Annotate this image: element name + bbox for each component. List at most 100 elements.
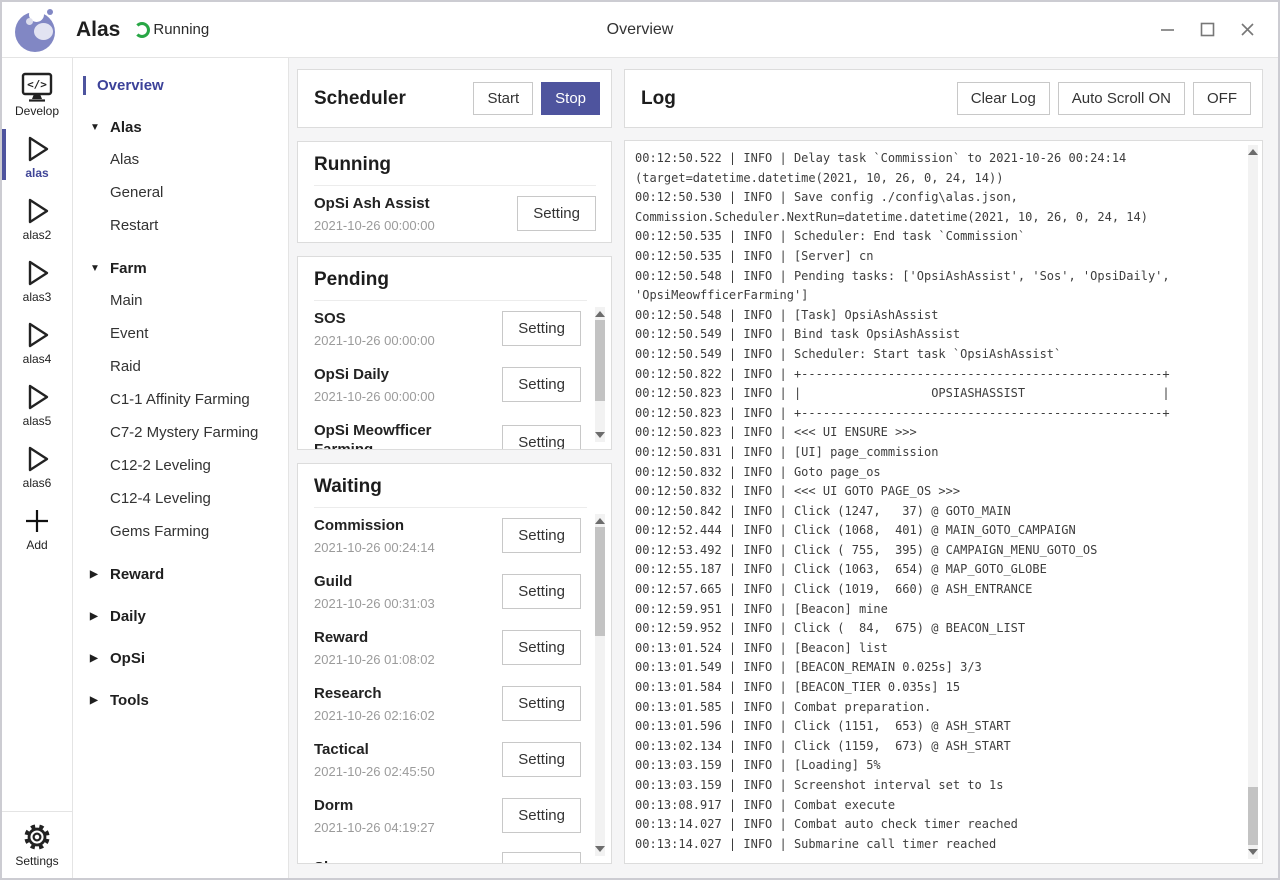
scroll-down-icon[interactable] (595, 432, 605, 438)
task-name: Reward (314, 629, 369, 646)
nav-item-gems-farming[interactable]: Gems Farming (73, 515, 288, 548)
nav-item-raid[interactable]: Raid (73, 350, 288, 383)
close-button[interactable] (1232, 15, 1262, 45)
nav-item-tools[interactable]: ▶ Tools (73, 685, 288, 716)
minimize-button[interactable] (1152, 15, 1182, 45)
waiting-scrollbar[interactable] (595, 514, 605, 856)
auto-scroll-on-button[interactable]: Auto Scroll ON (1057, 82, 1185, 115)
task-info: Dorm 2021-10-26 04:19:27 (314, 796, 502, 835)
setting-button[interactable]: Setting (502, 798, 581, 833)
app-title: Alas (76, 17, 121, 41)
sidebar-item-label: alas2 (22, 228, 52, 242)
nav-item-restart[interactable]: Restart (73, 209, 288, 242)
triangle-right-icon: ▶ (90, 611, 98, 622)
task-name: OpSi Daily (314, 366, 390, 383)
nav-item-label: Event (110, 325, 149, 342)
nav-item-c7-2-mystery-farming[interactable]: C7-2 Mystery Farming (73, 416, 288, 449)
nav-item-c1-1-affinity-farming[interactable]: C1-1 Affinity Farming (73, 383, 288, 416)
nav-item-daily[interactable]: ▶ Daily (73, 601, 288, 632)
task-info: Guild 2021-10-26 00:31:03 (314, 572, 502, 611)
task-next-run-time: 2021-10-26 04:19:27 (314, 820, 435, 835)
task-name: SOS (314, 310, 346, 327)
stop-button[interactable]: Stop (541, 82, 600, 115)
triangle-down-icon: ▼ (90, 122, 100, 133)
scroll-up-icon[interactable] (1248, 149, 1258, 155)
start-button[interactable]: Start (473, 82, 534, 115)
task-row: Commission 2021-10-26 00:24:14 Setting (314, 508, 581, 564)
log-card: 00:12:50.522 | INFO | Delay task `Commis… (624, 140, 1263, 864)
nav-item-reward[interactable]: ▶ Reward (73, 559, 288, 590)
sidebar-item-label: alas3 (22, 290, 52, 304)
pending-title: Pending (314, 257, 587, 301)
nav-item-main[interactable]: Main (73, 284, 288, 317)
setting-button[interactable]: Setting (502, 574, 581, 609)
nav-item-opsi[interactable]: ▶ OpSi (73, 643, 288, 674)
setting-button[interactable]: Setting (502, 518, 581, 553)
setting-button[interactable]: Setting (502, 425, 581, 449)
nav-item-label: Raid (110, 358, 141, 375)
status-label: Running (153, 21, 210, 38)
setting-button[interactable]: Setting (502, 852, 581, 863)
sidebar-item-alas6[interactable]: alas6 (2, 436, 72, 498)
scroll-up-icon[interactable] (595, 518, 605, 524)
task-next-run-time: 2021-10-26 00:00:00 (314, 333, 435, 348)
sidebar-item-alas2[interactable]: alas2 (2, 188, 72, 250)
task-next-run-time: 2021-10-26 00:00:00 (314, 218, 435, 233)
sidebar-item-alas4[interactable]: alas4 (2, 312, 72, 374)
clear-log-button[interactable]: Clear Log (956, 82, 1050, 115)
sidebar-item-alas5[interactable]: alas5 (2, 374, 72, 436)
scroll-down-icon[interactable] (595, 846, 605, 852)
setting-button[interactable]: Setting (517, 196, 596, 231)
plus-icon (22, 505, 52, 537)
log-column: Log Clear Log Auto Scroll ON OFF 00:12:5… (624, 69, 1263, 864)
running-title: Running (314, 142, 596, 186)
titlebar: Alas Running Overview (2, 2, 1278, 58)
task-info: Reward 2021-10-26 01:08:02 (314, 628, 502, 667)
scrollbar-thumb[interactable] (595, 527, 605, 637)
task-info: Shop (314, 858, 502, 864)
nav-item-event[interactable]: Event (73, 317, 288, 350)
task-name: OpSi Ash Assist (314, 195, 430, 212)
scrollbar-thumb[interactable] (1248, 787, 1258, 845)
task-info: OpSi Daily 2021-10-26 00:00:00 (314, 365, 502, 404)
nav-item-label: OpSi (110, 650, 146, 667)
nav-item-alas[interactable]: Alas (73, 143, 288, 176)
sidebar-item-label: alas6 (22, 476, 52, 490)
scheduler-status: Running (134, 21, 209, 38)
triangle-right-icon: ▶ (90, 653, 98, 664)
nav-item-label: Daily (110, 608, 146, 625)
task-name: Shop (314, 858, 494, 864)
nav-item-c12-4-leveling[interactable]: C12-4 Leveling (73, 482, 288, 515)
setting-button[interactable]: Setting (502, 311, 581, 346)
auto-scroll-off-button[interactable]: OFF (1193, 82, 1251, 115)
nav-item-farm[interactable]: ▼ Farm (73, 253, 288, 284)
settings-label: Settings (15, 854, 59, 868)
nav-item-label: C12-4 Leveling (110, 490, 211, 507)
svg-text:</>: </> (27, 78, 47, 91)
setting-button[interactable]: Setting (502, 367, 581, 402)
nav-item-c12-2-leveling[interactable]: C12-2 Leveling (73, 449, 288, 482)
nav-item-general[interactable]: General (73, 176, 288, 209)
setting-button[interactable]: Setting (502, 686, 581, 721)
sidebar-item-develop[interactable]: </> Develop (2, 64, 72, 126)
nav-item-alas[interactable]: ▼ Alas (73, 112, 288, 143)
sidebar-item-alas3[interactable]: alas3 (2, 250, 72, 312)
pending-scrollbar[interactable] (595, 307, 605, 442)
scroll-up-icon[interactable] (595, 311, 605, 317)
task-info: SOS 2021-10-26 00:00:00 (314, 309, 502, 348)
setting-button[interactable]: Setting (502, 630, 581, 665)
setting-button[interactable]: Setting (502, 742, 581, 777)
task-row: OpSi Meowfficer Farming Setting (314, 413, 581, 449)
nav-item-overview[interactable]: Overview (73, 71, 288, 101)
scrollbar-thumb[interactable] (595, 320, 605, 401)
triangle-down-icon: ▼ (90, 263, 100, 274)
waiting-title: Waiting (314, 464, 587, 508)
scroll-down-icon[interactable] (1248, 849, 1258, 855)
window-controls (1152, 15, 1262, 45)
maximize-button[interactable] (1192, 15, 1222, 45)
log-scrollbar[interactable] (1248, 145, 1258, 859)
nav-item-label: C7-2 Mystery Farming (110, 424, 259, 441)
sidebar-item-add[interactable]: Add (2, 498, 72, 560)
sidebar-item-alas[interactable]: alas (2, 126, 72, 188)
sidebar-item-settings[interactable]: Settings (2, 811, 72, 878)
